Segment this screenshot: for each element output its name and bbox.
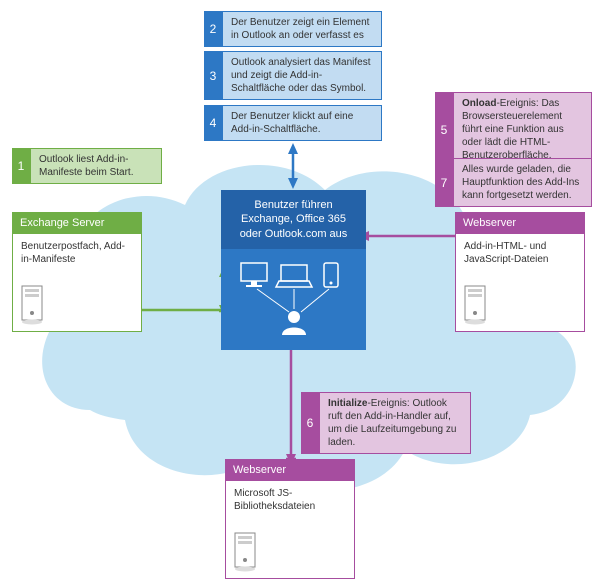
step-6: 6 Initialize-Ereignis: Outlook ruft den …: [301, 392, 471, 454]
box-webserver-right-body: Add-in-HTML- und JavaScript-Dateien: [464, 240, 576, 266]
step-6-num: 6: [301, 392, 319, 454]
step-4: 4 Der Benutzer klickt auf eine Add-in-Sc…: [204, 105, 382, 141]
center-title: Benutzer führen Exchange, Office 365 ode…: [221, 190, 366, 249]
server-icon: [234, 532, 256, 572]
box-webserver-bottom: Webserver Microsoft JS-Bibliotheksdateie…: [225, 459, 355, 579]
step-4-num: 4: [204, 105, 222, 141]
step-2: 2 Der Benutzer zeigt ein Element in Outl…: [204, 11, 382, 47]
server-icon: [21, 285, 43, 325]
step-1-num: 1: [12, 148, 30, 184]
step-7-text: Alles wurde geladen, die Hauptfunktion d…: [453, 158, 592, 207]
step-2-num: 2: [204, 11, 222, 47]
step-6-text: Initialize-Ereignis: Outlook ruft den Ad…: [319, 392, 471, 454]
step-3-num: 3: [204, 51, 222, 100]
box-webserver-bottom-body: Microsoft JS-Bibliotheksdateien: [234, 487, 346, 513]
box-exchange: Exchange Server Benutzerpostfach, Add-in…: [12, 212, 142, 332]
box-webserver-right-title: Webserver: [455, 212, 585, 234]
step-1: 1 Outlook liest Add-in-Manifeste beim St…: [12, 148, 162, 184]
step-3: 3 Outlook analysiert das Manifest und ze…: [204, 51, 382, 100]
box-exchange-title: Exchange Server: [12, 212, 142, 234]
step-7: 7 Alles wurde geladen, die Hauptfunktion…: [435, 158, 592, 207]
step-5-text: Onload-Ereignis: Das Browsersteuerelemen…: [453, 92, 592, 167]
step-5-num: 5: [435, 92, 453, 167]
step-4-text: Der Benutzer klickt auf eine Add-in-Scha…: [222, 105, 382, 141]
box-webserver-bottom-title: Webserver: [225, 459, 355, 481]
server-icon: [464, 285, 486, 325]
box-webserver-right: Webserver Add-in-HTML- und JavaScript-Da…: [455, 212, 585, 332]
step-5: 5 Onload-Ereignis: Das Browsersteuerelem…: [435, 92, 592, 167]
step-7-num: 7: [435, 158, 453, 207]
devices-icon: [229, 257, 359, 337]
step-2-text: Der Benutzer zeigt ein Element in Outloo…: [222, 11, 382, 47]
center-box: Benutzer führen Exchange, Office 365 ode…: [221, 190, 366, 350]
box-exchange-body: Benutzerpostfach, Add-in-Manifeste: [21, 240, 133, 266]
step-3-text: Outlook analysiert das Manifest und zeig…: [222, 51, 382, 100]
step-1-text: Outlook liest Add-in-Manifeste beim Star…: [30, 148, 162, 184]
